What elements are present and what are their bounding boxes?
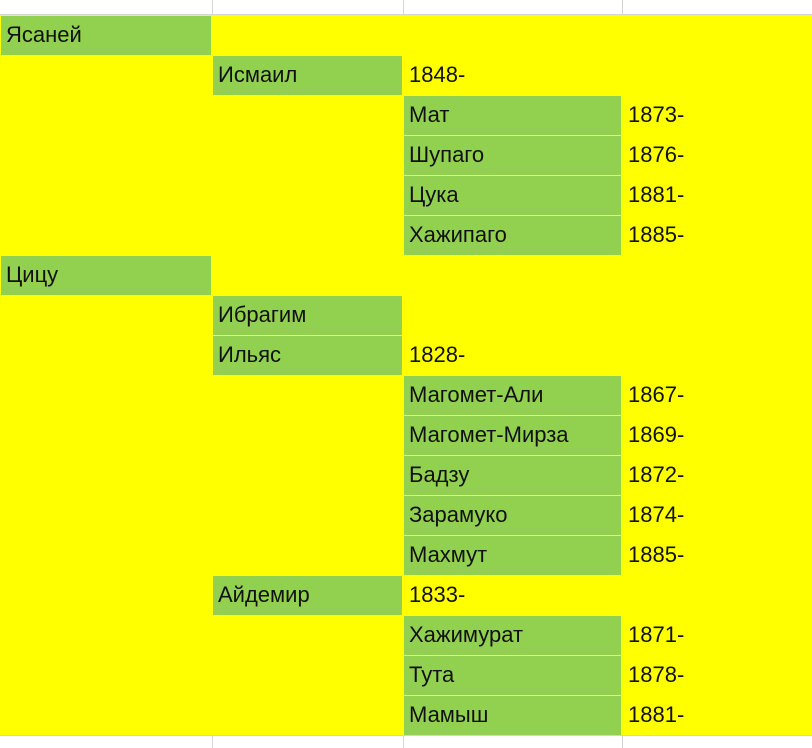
child-name: Бадзу	[409, 462, 470, 487]
grid-line	[0, 14, 812, 15]
year: 1878-	[628, 662, 685, 687]
child-name: Хажимурат	[409, 622, 524, 647]
year: 1872-	[628, 462, 685, 487]
child-name: Шупаго	[409, 142, 485, 167]
son-name: Ибрагим	[218, 302, 307, 327]
year: 1869-	[628, 422, 685, 447]
child-name: Мамыш	[409, 702, 489, 727]
green-cell	[213, 296, 402, 335]
grid-line	[622, 735, 623, 748]
green-cell	[213, 336, 402, 375]
year: 1871-	[628, 622, 685, 647]
grid-line	[212, 0, 213, 15]
son-name: Айдемир	[218, 582, 310, 607]
son-name: Ильяс	[218, 342, 282, 367]
child-name: Зарамуко	[409, 502, 508, 527]
year: 1885-	[628, 222, 685, 247]
child-name: Хажипаго	[409, 222, 507, 247]
child-name: Магомет-Мирза	[409, 422, 569, 447]
green-cell	[213, 576, 402, 615]
child-name: Махмут	[409, 542, 488, 567]
green-cell	[404, 456, 621, 495]
year: 1881-	[628, 702, 685, 727]
year: 1828-	[409, 342, 466, 367]
year: 1881-	[628, 182, 685, 207]
green-cell	[404, 616, 621, 655]
green-cell	[404, 536, 621, 575]
green-cell	[404, 376, 621, 415]
green-cell	[404, 656, 621, 695]
grid-line	[212, 735, 213, 748]
green-cell	[1, 16, 211, 55]
year: 1873-	[628, 102, 685, 127]
year: 1876-	[628, 142, 685, 167]
family-name: Ясаней	[6, 22, 82, 47]
green-cell	[404, 176, 621, 215]
year: 1885-	[628, 542, 685, 567]
grid-line	[403, 735, 404, 748]
grid-line	[403, 0, 404, 15]
year: 1848-	[409, 62, 466, 87]
green-cell	[404, 496, 621, 535]
green-cell	[404, 136, 621, 175]
green-cell	[404, 216, 621, 255]
grid-line	[0, 735, 812, 736]
green-cell	[404, 416, 621, 455]
child-name: Тута	[409, 662, 455, 687]
year: 1833-	[409, 582, 466, 607]
child-name: Цука	[409, 182, 459, 207]
son-name: Исмаил	[218, 62, 298, 87]
green-cell	[404, 696, 621, 735]
child-name: Магомет-Али	[409, 382, 544, 407]
child-name: Мат	[409, 102, 450, 127]
green-cell	[213, 56, 402, 95]
year: 1874-	[628, 502, 685, 527]
yellow-fill	[0, 15, 812, 735]
green-cell	[404, 96, 621, 135]
family-name: Цицу	[6, 262, 59, 287]
green-cell	[1, 256, 211, 295]
year: 1867-	[628, 382, 685, 407]
grid-line	[622, 0, 623, 15]
